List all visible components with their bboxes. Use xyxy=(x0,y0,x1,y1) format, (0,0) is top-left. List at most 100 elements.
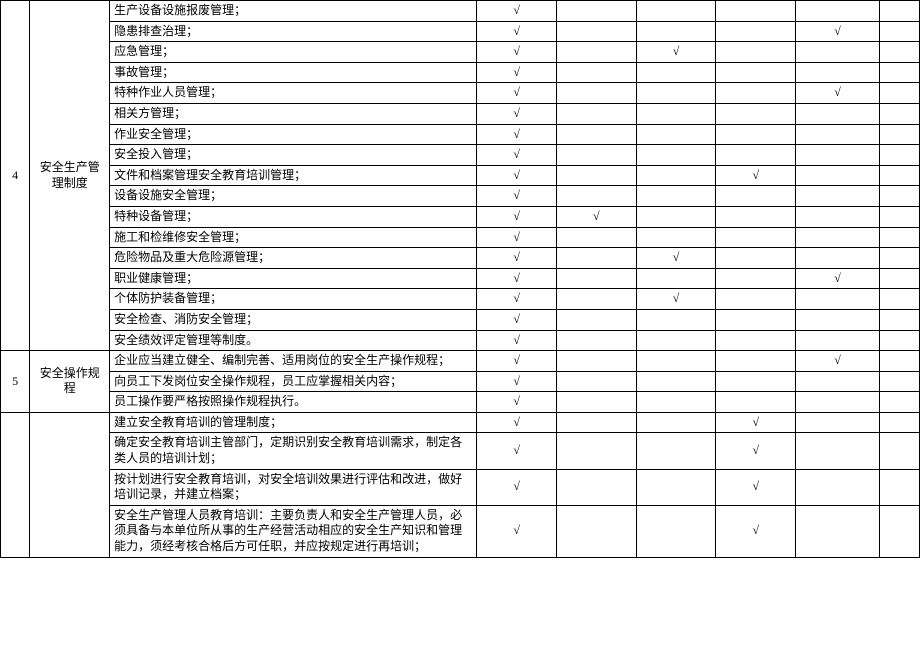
check-cell xyxy=(556,124,636,145)
check-cell xyxy=(796,371,880,392)
table-row: 安全绩效评定管理等制度。√ xyxy=(1,330,920,351)
check-cell xyxy=(796,103,880,124)
table-row: 作业安全管理；√ xyxy=(1,124,920,145)
check-cell xyxy=(636,309,716,330)
check-cell xyxy=(556,227,636,248)
check-cell xyxy=(556,505,636,557)
check-cell xyxy=(716,103,796,124)
check-cell xyxy=(716,83,796,104)
check-cell xyxy=(796,392,880,413)
check-cell xyxy=(716,206,796,227)
table-row: 个体防护装备管理；√√ xyxy=(1,289,920,310)
item-description: 生产设备设施报废管理； xyxy=(110,1,477,22)
check-cell xyxy=(636,62,716,83)
check-cell: √ xyxy=(477,21,557,42)
table-row: 4安全生产管理制度生产设备设施报废管理；√ xyxy=(1,1,920,22)
check-cell xyxy=(636,351,716,372)
check-cell xyxy=(880,371,920,392)
table-row: 特种设备管理；√√ xyxy=(1,206,920,227)
check-cell: √ xyxy=(477,248,557,269)
check-cell: √ xyxy=(477,165,557,186)
check-cell xyxy=(556,83,636,104)
check-cell xyxy=(880,392,920,413)
check-cell xyxy=(880,145,920,166)
check-cell xyxy=(880,103,920,124)
table-row: 施工和检维修安全管理；√ xyxy=(1,227,920,248)
check-cell xyxy=(880,206,920,227)
item-description: 个体防护装备管理； xyxy=(110,289,477,310)
check-cell: √ xyxy=(716,412,796,433)
check-cell xyxy=(716,42,796,63)
check-cell xyxy=(716,248,796,269)
check-cell: √ xyxy=(477,42,557,63)
check-cell: √ xyxy=(716,469,796,505)
item-description: 安全生产管理人员教育培训：主要负责人和安全生产管理人员，必须具备与本单位所从事的… xyxy=(110,505,477,557)
check-cell xyxy=(796,227,880,248)
check-cell xyxy=(716,227,796,248)
check-cell: √ xyxy=(477,186,557,207)
section-category: 安全操作规程 xyxy=(30,351,110,413)
item-description: 确定安全教育培训主管部门，定期识别安全教育培训需求，制定各类人员的培训计划； xyxy=(110,433,477,469)
item-description: 职业健康管理； xyxy=(110,268,477,289)
check-cell xyxy=(796,145,880,166)
check-cell: √ xyxy=(477,103,557,124)
check-cell xyxy=(716,21,796,42)
table-row: 职业健康管理；√√ xyxy=(1,268,920,289)
check-cell xyxy=(556,371,636,392)
check-cell xyxy=(716,392,796,413)
check-cell xyxy=(636,330,716,351)
item-description: 事故管理； xyxy=(110,62,477,83)
check-cell xyxy=(636,165,716,186)
check-cell xyxy=(796,248,880,269)
check-cell: √ xyxy=(636,42,716,63)
check-cell xyxy=(556,433,636,469)
check-cell xyxy=(796,433,880,469)
check-cell xyxy=(716,145,796,166)
section-index xyxy=(1,412,30,557)
check-cell: √ xyxy=(716,433,796,469)
item-description: 应急管理； xyxy=(110,42,477,63)
check-cell xyxy=(796,206,880,227)
check-cell xyxy=(636,186,716,207)
check-cell: √ xyxy=(477,145,557,166)
check-cell xyxy=(556,42,636,63)
check-cell xyxy=(556,351,636,372)
item-description: 向员工下发岗位安全操作规程，员工应掌握相关内容； xyxy=(110,371,477,392)
check-cell xyxy=(796,469,880,505)
check-cell: √ xyxy=(477,227,557,248)
check-cell xyxy=(556,412,636,433)
check-cell xyxy=(880,124,920,145)
check-cell xyxy=(556,103,636,124)
check-cell xyxy=(880,62,920,83)
table-row: 确定安全教育培训主管部门，定期识别安全教育培训需求，制定各类人员的培训计划；√√ xyxy=(1,433,920,469)
check-cell: √ xyxy=(477,309,557,330)
item-description: 设备设施安全管理； xyxy=(110,186,477,207)
section-index: 4 xyxy=(1,1,30,351)
check-cell xyxy=(796,124,880,145)
check-cell: √ xyxy=(477,392,557,413)
check-cell xyxy=(556,268,636,289)
check-cell: √ xyxy=(477,371,557,392)
check-cell: √ xyxy=(477,268,557,289)
check-cell xyxy=(880,309,920,330)
check-cell xyxy=(556,330,636,351)
check-cell xyxy=(796,330,880,351)
check-cell xyxy=(880,165,920,186)
check-cell xyxy=(636,469,716,505)
check-cell xyxy=(636,206,716,227)
check-cell xyxy=(796,1,880,22)
check-cell xyxy=(880,186,920,207)
check-cell xyxy=(636,433,716,469)
check-cell: √ xyxy=(477,83,557,104)
item-description: 危险物品及重大危险源管理； xyxy=(110,248,477,269)
check-cell xyxy=(880,1,920,22)
check-cell: √ xyxy=(477,433,557,469)
table-row: 相关方管理；√ xyxy=(1,103,920,124)
check-cell xyxy=(636,268,716,289)
check-cell xyxy=(716,62,796,83)
check-cell xyxy=(716,371,796,392)
section-category xyxy=(30,412,110,557)
check-cell xyxy=(716,186,796,207)
item-description: 特种作业人员管理； xyxy=(110,83,477,104)
check-cell xyxy=(716,268,796,289)
